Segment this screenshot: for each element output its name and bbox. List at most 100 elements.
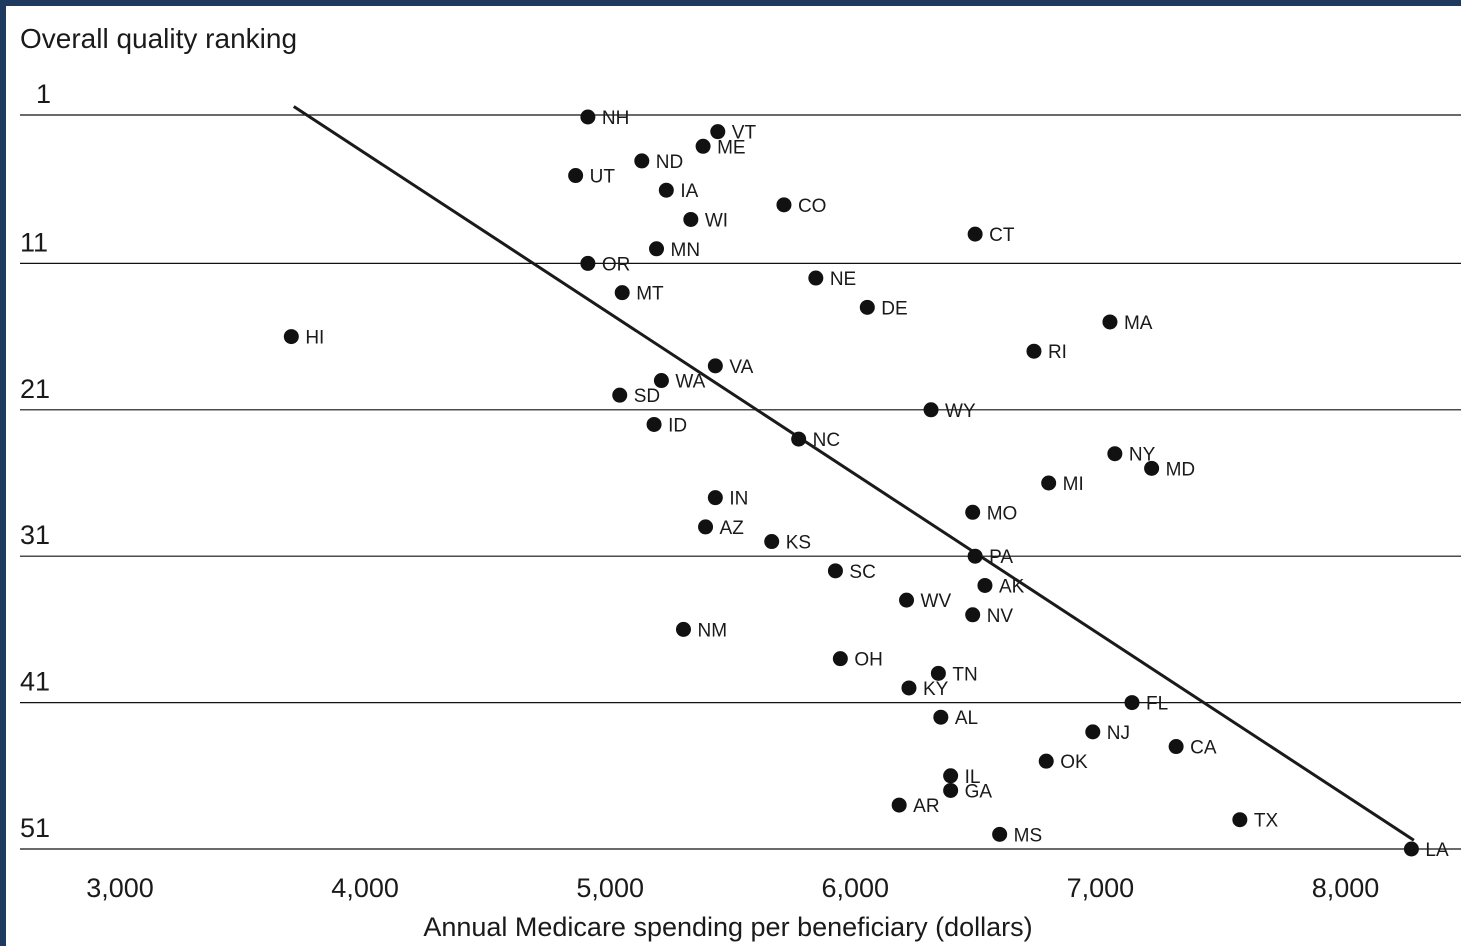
point-hi: [283, 329, 299, 345]
x-tick-label-7000: 7,000: [1067, 873, 1135, 903]
point-label-il: IL: [965, 767, 981, 788]
point-label-ut: UT: [590, 167, 616, 188]
y-tick-label-51: 51: [20, 813, 50, 843]
point-la: [1403, 841, 1419, 857]
x-axis-title: Annual Medicare spending per beneficiary…: [423, 912, 1032, 942]
point-mn: [649, 241, 665, 257]
y-tick-label-1: 1: [36, 79, 51, 109]
point-label-oh: OH: [854, 650, 883, 671]
point-label-vt: VT: [732, 123, 757, 144]
point-wy: [923, 402, 939, 418]
point-wa: [653, 373, 669, 389]
point-label-nh: NH: [602, 108, 629, 129]
point-ca: [1168, 739, 1184, 755]
point-label-nm: NM: [697, 620, 727, 641]
point-label-mn: MN: [671, 240, 701, 261]
point-label-de: DE: [881, 298, 907, 319]
point-az: [698, 519, 714, 535]
point-label-ak: AK: [999, 576, 1025, 597]
point-label-ct: CT: [989, 225, 1015, 246]
point-oh: [832, 651, 848, 667]
point-label-fl: FL: [1146, 694, 1168, 715]
point-label-la: LA: [1425, 840, 1449, 861]
point-ks: [764, 534, 780, 550]
point-label-sd: SD: [634, 386, 660, 407]
point-label-nv: NV: [987, 606, 1014, 627]
point-label-va: VA: [729, 357, 753, 378]
point-label-or: OR: [602, 254, 631, 275]
point-ga: [943, 782, 959, 798]
point-or: [580, 255, 596, 271]
x-tick-label-3000: 3,000: [86, 873, 154, 903]
y-tick-label-41: 41: [20, 667, 50, 697]
point-label-id: ID: [668, 415, 687, 436]
point-il: [943, 768, 959, 784]
trend-line: [292, 105, 1415, 842]
point-label-nd: ND: [656, 152, 683, 173]
point-fl: [1124, 695, 1140, 711]
point-tx: [1232, 812, 1248, 828]
point-ny: [1107, 446, 1123, 462]
point-label-ca: CA: [1190, 738, 1217, 759]
point-ky: [901, 680, 917, 696]
x-tick-label-8000: 8,000: [1312, 873, 1380, 903]
x-tick-labels: 3,000 4,000 5,000 6,000 7,000 8,000: [86, 873, 1379, 903]
point-mt: [614, 285, 630, 301]
point-nd: [634, 153, 650, 169]
point-label-ia: IA: [680, 181, 698, 202]
data-points: [283, 109, 1419, 857]
point-ak: [977, 577, 993, 593]
point-label-mo: MO: [987, 503, 1018, 524]
point-label-mt: MT: [636, 284, 664, 305]
point-me: [695, 138, 711, 154]
y-tick-label-11: 11: [20, 227, 48, 257]
x-tick-label-6000: 6,000: [822, 873, 890, 903]
point-md: [1144, 460, 1160, 476]
point-ut: [568, 168, 584, 184]
point-ri: [1026, 343, 1042, 359]
y-tick-label-21: 21: [20, 374, 50, 404]
point-wv: [899, 592, 915, 608]
point-ok: [1038, 753, 1054, 769]
gridlines: [20, 114, 1461, 850]
point-label-ne: NE: [830, 269, 856, 290]
point-label-ma: MA: [1124, 313, 1153, 334]
point-label-me: ME: [717, 137, 746, 158]
point-label-tn: TN: [952, 664, 977, 685]
x-tick-label-5000: 5,000: [576, 873, 644, 903]
point-ma: [1102, 314, 1118, 330]
point-mo: [965, 504, 981, 520]
point-nj: [1085, 724, 1101, 740]
point-label-md: MD: [1166, 459, 1196, 480]
point-co: [776, 197, 792, 213]
point-label-al: AL: [955, 708, 978, 729]
point-label-hi: HI: [305, 328, 324, 349]
point-ct: [967, 226, 983, 242]
point-label-ny: NY: [1129, 445, 1156, 466]
point-label-ms: MS: [1014, 825, 1043, 846]
point-label-mi: MI: [1063, 474, 1084, 495]
point-nm: [675, 621, 691, 637]
point-ia: [658, 182, 674, 198]
point-nv: [965, 607, 981, 623]
y-axis-title: Overall quality ranking: [20, 23, 297, 54]
point-label-ok: OK: [1060, 752, 1088, 773]
point-va: [707, 358, 723, 374]
y-tick-label-31: 31: [20, 520, 50, 550]
point-label-wa: WA: [675, 372, 705, 393]
point-nh: [580, 109, 596, 125]
point-label-wi: WI: [705, 210, 728, 231]
point-sd: [612, 387, 628, 403]
point-label-tx: TX: [1254, 811, 1279, 832]
point-al: [933, 709, 949, 725]
point-nc: [791, 431, 807, 447]
point-label-wy: WY: [945, 401, 976, 422]
point-in: [707, 490, 723, 506]
point-pa: [967, 548, 983, 564]
point-mi: [1041, 475, 1057, 491]
point-label-az: AZ: [720, 518, 745, 539]
point-label-ks: KS: [786, 533, 811, 554]
